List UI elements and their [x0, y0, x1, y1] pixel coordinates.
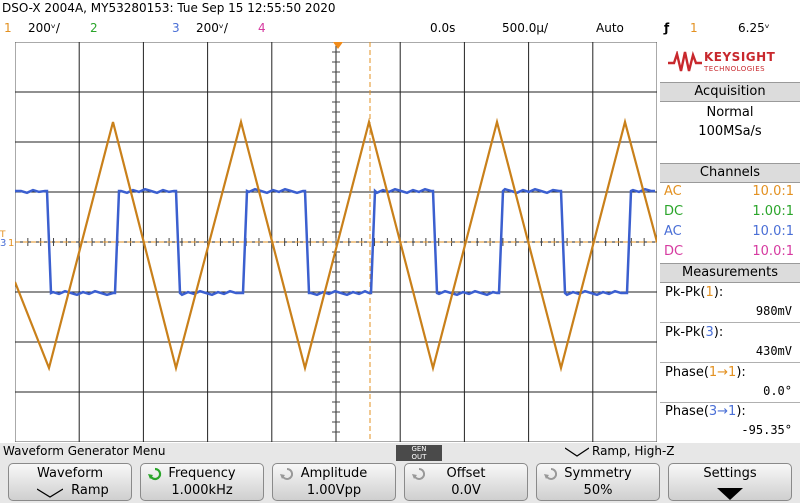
- trigger-source[interactable]: 1: [690, 21, 698, 35]
- ch3-coupling: AC: [664, 224, 682, 239]
- m3-channel: 1→1: [708, 365, 737, 380]
- measurement-3-value: 0.0°: [763, 384, 792, 398]
- trigger-slope-icon: ƒ: [664, 21, 670, 35]
- ch3-number[interactable]: 3: [172, 21, 180, 35]
- m4-name: Phase(: [665, 404, 709, 419]
- trigger-mode[interactable]: Auto: [596, 21, 624, 35]
- trigger-position-marker[interactable]: [333, 42, 343, 49]
- offset-softkey[interactable]: Offset 0.0V: [404, 463, 528, 501]
- status-bar: DSO-X 2004A, MY53280153: Tue Sep 15 12:5…: [0, 0, 800, 40]
- waveform-softkey[interactable]: Waveform Ramp: [8, 463, 132, 501]
- m1-name: Pk-Pk(: [665, 285, 706, 300]
- offset-value: 0.0V: [451, 483, 481, 498]
- symmetry-softkey[interactable]: Symmetry 50%: [536, 463, 660, 501]
- generator-status: Ramp, High-Z: [592, 444, 675, 458]
- measurement-divider: [660, 402, 800, 403]
- entry-knob-icon: [280, 467, 294, 480]
- channel-scale-row: 1 200ᵛ/ 2 3 200ᵛ/ 4 0.0s 500.0µ/ Auto ƒ …: [0, 21, 800, 39]
- ch1-number[interactable]: 1: [4, 21, 12, 35]
- keysight-wave-icon: [668, 51, 702, 72]
- waveform-label: Waveform: [37, 466, 103, 481]
- ch4-coupling: DC: [664, 244, 684, 259]
- ch2-coupling: DC: [664, 204, 684, 219]
- measurement-divider: [660, 362, 800, 363]
- menu-title: Waveform Generator Menu: [3, 444, 166, 458]
- frequency-softkey[interactable]: Frequency 1.000kHz: [140, 463, 264, 501]
- entry-knob-icon: [148, 467, 162, 481]
- offset-label: Offset: [446, 466, 486, 481]
- m2-channel: 3: [705, 325, 714, 340]
- ch1-ground-marker[interactable]: 1: [8, 238, 15, 249]
- measurement-4-value: -95.35°: [741, 423, 792, 437]
- ch1-probe: 10.0:1: [752, 184, 794, 199]
- ch1-triangle-trace: [15, 117, 657, 373]
- measurement-1-label: Pk-Pk(1):: [665, 285, 724, 300]
- frequency-value: 1.000kHz: [171, 483, 233, 498]
- gen-out-line1: GEN: [411, 445, 427, 453]
- measurement-2-label: Pk-Pk(3):: [665, 325, 724, 340]
- ramp-icon: [565, 447, 589, 457]
- brand-sub: TECHNOLOGIES: [704, 65, 766, 73]
- m4-channel: 3→1: [708, 404, 737, 419]
- acquisition-header[interactable]: Acquisition: [660, 82, 800, 102]
- ch3-square-trace: [15, 187, 655, 297]
- waveform-value: Ramp: [71, 483, 109, 498]
- waveform-display[interactable]: [15, 42, 657, 442]
- m3-name: Phase(: [665, 365, 709, 380]
- measurements-header[interactable]: Measurements: [660, 263, 800, 283]
- amplitude-value: 1.00Vpp: [306, 483, 362, 498]
- ch3-scale[interactable]: 200ᵛ/: [196, 21, 228, 35]
- submenu-down-arrow-icon: [717, 488, 743, 500]
- ch2-number[interactable]: 2: [90, 21, 98, 35]
- measurement-2-value: 430mV: [755, 344, 792, 358]
- ch3-ground-marker[interactable]: 3: [0, 238, 7, 249]
- measurement-4-label: Phase(3→1):: [665, 404, 746, 419]
- info-sidebar: KEYSIGHT TECHNOLOGIES Acquisition Normal…: [660, 42, 800, 442]
- frequency-label: Frequency: [168, 466, 236, 481]
- channels-header[interactable]: Channels: [660, 163, 800, 183]
- brand-name: KEYSIGHT: [704, 50, 776, 64]
- trigger-level-marker[interactable]: T: [0, 230, 6, 240]
- waveform-ramp-icon: [37, 488, 63, 498]
- measurement-divider: [660, 322, 800, 323]
- symmetry-value: 50%: [583, 483, 613, 498]
- symmetry-label: Symmetry: [564, 466, 632, 481]
- m2-name: Pk-Pk(: [665, 325, 706, 340]
- trigger-level[interactable]: 6.25ᵛ: [738, 21, 770, 35]
- horizontal-delay[interactable]: 0.0s: [430, 21, 456, 35]
- sample-rate: 100MSa/s: [698, 124, 762, 139]
- measurement-3-label: Phase(1→1):: [665, 365, 746, 380]
- gen-out-line2: OUT: [411, 453, 427, 461]
- entry-knob-icon: [544, 467, 558, 480]
- m1-channel: 1: [705, 285, 714, 300]
- acquisition-mode: Normal: [706, 105, 754, 120]
- timebase-scale[interactable]: 500.0µ/: [502, 21, 549, 35]
- amplitude-label: Amplitude: [300, 466, 368, 481]
- ch1-coupling: AC: [664, 184, 682, 199]
- keysight-logo: KEYSIGHT TECHNOLOGIES: [660, 42, 800, 82]
- measurement-1-value: 980mV: [755, 304, 792, 318]
- gen-out-indicator: GEN OUT: [396, 445, 442, 461]
- ch4-probe: 10.0:1: [752, 244, 794, 259]
- ch2-probe: 1.00:1: [752, 204, 794, 219]
- ch4-number[interactable]: 4: [258, 21, 266, 35]
- instrument-title: DSO-X 2004A, MY53280153: Tue Sep 15 12:5…: [2, 1, 336, 15]
- amplitude-softkey[interactable]: Amplitude 1.00Vpp: [272, 463, 396, 501]
- entry-knob-icon: [412, 467, 426, 480]
- ch1-scale[interactable]: 200ᵛ/: [28, 21, 60, 35]
- ch3-probe: 10.0:1: [752, 224, 794, 239]
- softkey-bar: Waveform Generator Menu GEN OUT Ramp, Hi…: [0, 443, 800, 503]
- settings-label: Settings: [703, 466, 757, 481]
- settings-softkey[interactable]: Settings: [668, 463, 792, 501]
